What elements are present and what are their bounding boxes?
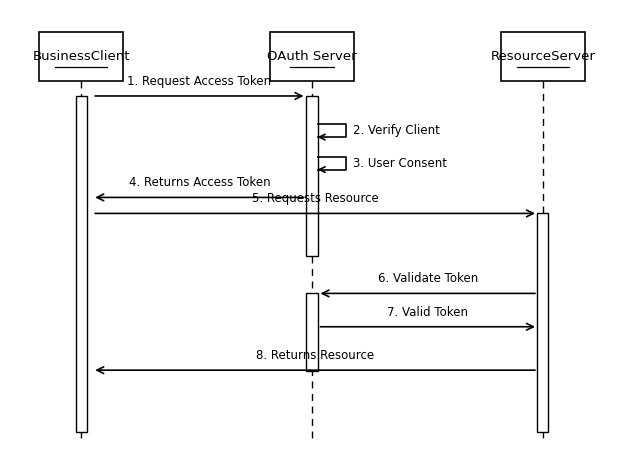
Bar xyxy=(537,213,548,432)
Text: OAuth Server: OAuth Server xyxy=(267,50,357,63)
Bar xyxy=(306,293,318,371)
Text: 5. Requests Resource: 5. Requests Resource xyxy=(251,192,379,205)
Text: 2. Verify Client: 2. Verify Client xyxy=(353,124,439,137)
Text: 6. Validate Token: 6. Validate Token xyxy=(378,272,478,285)
Bar xyxy=(306,96,318,256)
Bar xyxy=(39,32,124,81)
Bar xyxy=(76,96,87,432)
Bar xyxy=(270,32,354,81)
Text: 3. User Consent: 3. User Consent xyxy=(353,157,447,170)
Text: 7. Valid Token: 7. Valid Token xyxy=(388,306,468,319)
Text: 8. Returns Resource: 8. Returns Resource xyxy=(256,349,374,362)
Text: 1. Request Access Token: 1. Request Access Token xyxy=(127,75,271,88)
Bar xyxy=(500,32,585,81)
Text: 4. Returns Access Token: 4. Returns Access Token xyxy=(129,176,270,189)
Text: BusinessClient: BusinessClient xyxy=(32,50,130,63)
Text: ResourceServer: ResourceServer xyxy=(490,50,595,63)
